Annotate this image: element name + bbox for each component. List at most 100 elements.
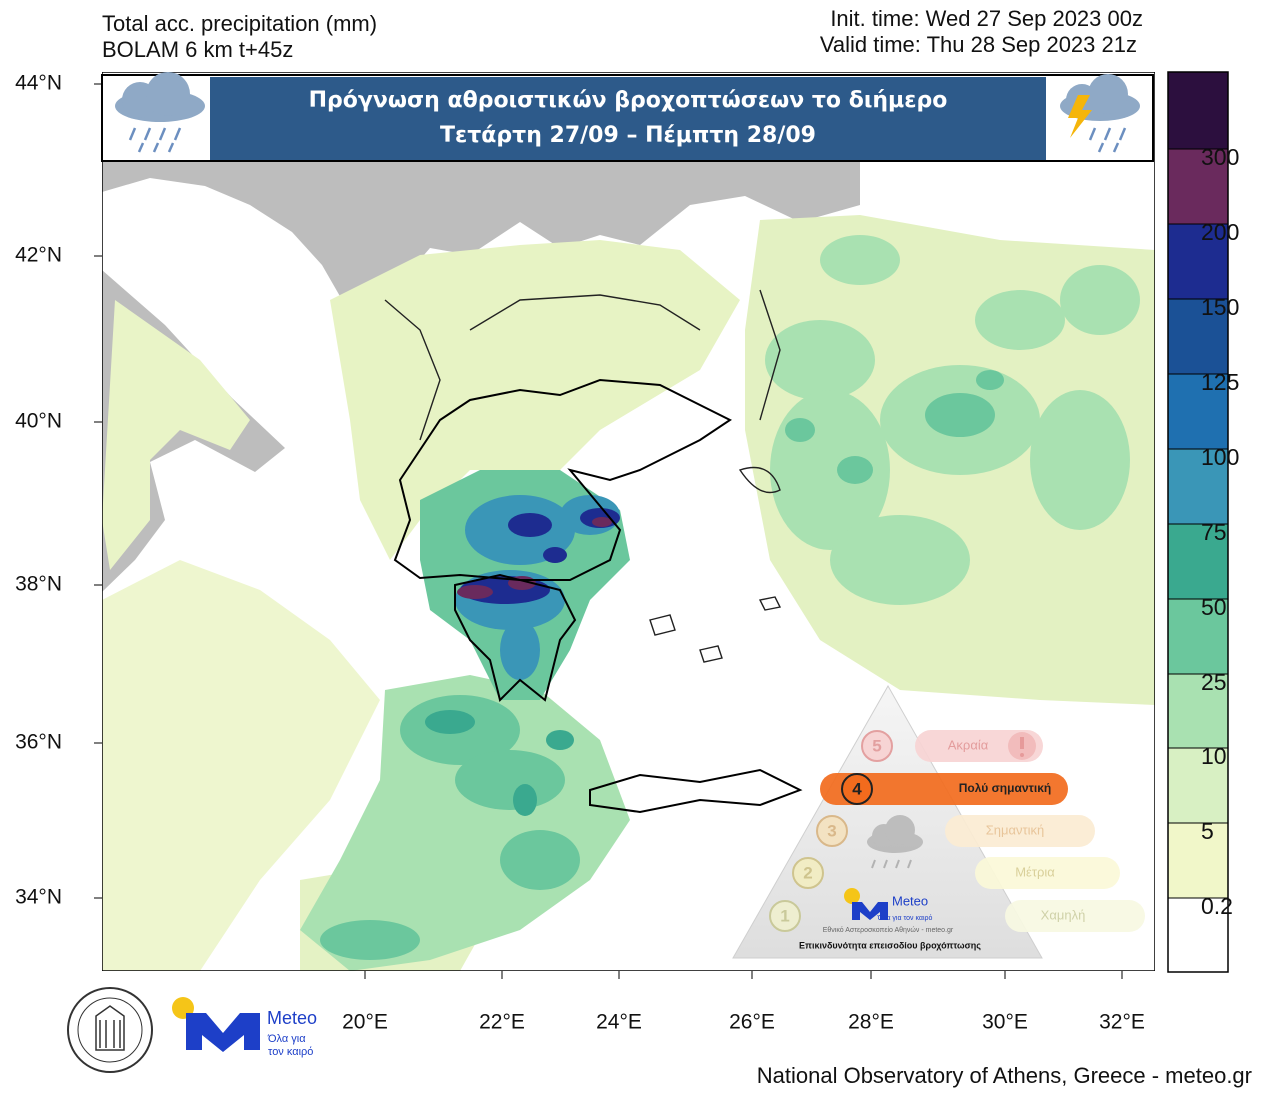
risk-badge (861, 730, 893, 762)
lat-label: 40°N (15, 410, 62, 433)
colorbar-label: 125 (1201, 369, 1239, 395)
colorbar-label: 50 (1201, 594, 1227, 620)
lat-label: 42°N (15, 244, 62, 267)
footer-credit: National Observatory of Athens, Greece -… (757, 1063, 1252, 1088)
risk-scale: Ακραία 5 Πολύ σημαντική 4 Σημαντική 3 Μέτρια 2 Χ… (732, 684, 1145, 959)
lat-label: 38°N (15, 573, 62, 596)
risk-title: Επικινδυνότητα επεισοδίου βροχόπτωσης (799, 940, 981, 950)
risk-pill (975, 857, 1120, 889)
colorbar-swatch (1168, 748, 1228, 823)
map-title: Total acc. precipitation (mm) (102, 11, 377, 36)
risk-badge (792, 857, 824, 889)
alert-mark (1020, 753, 1024, 757)
colorbar-frame (1167, 71, 1229, 973)
axis-labels: 44°N 42°N 40°N 38°N 36°N 34°N 20°E 22°E 24°E 26°E… (15, 72, 1145, 1034)
banner-background (210, 77, 1046, 160)
alert-mark (1020, 737, 1024, 749)
colorbar-label: 25 (1201, 669, 1227, 695)
colorbar-label: 100 (1201, 444, 1239, 470)
coastline (589, 768, 803, 814)
lat-label: 36°N (15, 731, 62, 754)
island (649, 466, 782, 663)
land (102, 160, 860, 305)
lon-label: 30°E (982, 1011, 1028, 1034)
lon-label: 26°E (729, 1011, 775, 1034)
risk-badge (769, 900, 801, 932)
risk-label: Πολύ σημαντική (959, 781, 1051, 795)
logo-sun (844, 888, 860, 904)
logo-mark (852, 902, 888, 920)
lat-label: 44°N (15, 72, 62, 95)
rain-area (102, 560, 380, 971)
colorbar-swatch (1168, 72, 1228, 149)
logo-mark (186, 1013, 260, 1052)
rain-area (102, 300, 250, 570)
lat-label: 34°N (15, 886, 62, 909)
risk-pill (1005, 900, 1145, 932)
risk-credit: Εθνικό Αστεροσκοπείο Αθηνών - meteo.gr (823, 926, 954, 934)
colorbar-swatch (1168, 524, 1228, 599)
colorbar: 0.2 5 10 25 50 75 100 125 150 200 300 (1167, 71, 1239, 973)
valid-time: Valid time: Thu 28 Sep 2023 21z (820, 32, 1137, 57)
risk-number: 2 (803, 863, 812, 882)
risk-label: Χαμηλή (1041, 907, 1086, 922)
colorbar-label: 200 (1201, 219, 1239, 245)
logo-name: Meteo (267, 1008, 317, 1028)
cloud-icon (867, 815, 923, 869)
risk-number: 1 (780, 906, 789, 925)
colorbar-swatch (1168, 674, 1228, 748)
risk-number: 3 (827, 821, 836, 840)
map (102, 72, 1155, 971)
rain-cells (785, 370, 1004, 484)
colorbar-label: 150 (1201, 294, 1239, 320)
risk-badge (841, 773, 873, 805)
risk-badge (816, 815, 848, 847)
risk-levels: Ακραία 5 Πολύ σημαντική 4 Σημαντική 3 Μέτρια 2 Χ… (769, 730, 1145, 932)
colorbar-swatch (1168, 224, 1228, 299)
coastline (393, 378, 732, 581)
rain-area (330, 240, 740, 560)
logo-name: Meteo (892, 893, 928, 908)
risk-label: Μέτρια (1015, 864, 1055, 879)
risk-pill (820, 773, 1068, 805)
colorbar-swatch (1168, 823, 1228, 898)
risk-label: Σημαντική (986, 822, 1045, 837)
risk-number: 5 (872, 736, 881, 755)
risk-label: Ακραία (948, 737, 989, 752)
colorbar-swatch (1168, 299, 1228, 374)
colorbar-swatch (1168, 898, 1228, 972)
banner-line: Τετάρτη 27/09 – Πέμπτη 28/09 (440, 123, 816, 148)
colorbar-label: 75 (1201, 519, 1227, 545)
risk-pill (945, 815, 1095, 847)
banner-line: Πρόγνωση αθροιστικών βροχοπτώσεων το διή… (309, 88, 948, 113)
colorbar-swatch (1168, 149, 1228, 224)
rain-icon (115, 72, 205, 153)
colorbar-label: 10 (1201, 743, 1227, 769)
observatory-seal (67, 987, 153, 1073)
storm-icon (1060, 74, 1140, 153)
lon-label: 22°E (479, 1011, 525, 1034)
colorbar-label: 300 (1201, 144, 1239, 170)
colorbar-swatch (1168, 599, 1228, 674)
coastline (454, 573, 577, 702)
lon-label: 32°E (1099, 1011, 1145, 1034)
lon-label: 20°E (342, 1011, 388, 1034)
risk-number: 4 (852, 779, 862, 798)
colorbar-swatch (1168, 449, 1228, 524)
lon-label: 24°E (596, 1011, 642, 1034)
init-time: Init. time: Wed 27 Sep 2023 00z (830, 6, 1143, 31)
model-label: BOLAM 6 km t+45z (102, 37, 293, 62)
rain-cells (425, 710, 574, 816)
colorbar-label: 0.2 (1201, 893, 1233, 919)
rain-area (300, 675, 630, 971)
colorbar-swatch (1168, 374, 1228, 449)
colorbar-label: 5 (1201, 818, 1214, 844)
logo-tagline: Όλα για τον καιρό (877, 914, 933, 922)
border (384, 289, 781, 441)
lon-label: 28°E (848, 1011, 894, 1034)
logo-tagline: Όλα για (267, 1033, 306, 1045)
logo-tagline: τον καιρό (268, 1046, 313, 1058)
